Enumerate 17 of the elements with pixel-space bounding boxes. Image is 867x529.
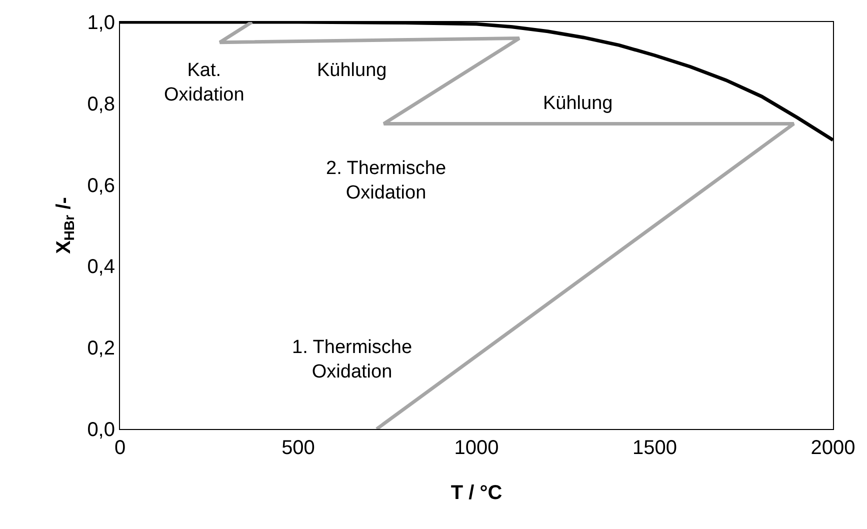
annotation: Kühlung bbox=[543, 93, 613, 114]
x-tick-label: 1000 bbox=[454, 437, 499, 459]
y-tick-label: 0,4 bbox=[87, 256, 115, 278]
x-tick-label: 500 bbox=[282, 437, 315, 459]
y-tick-label: 1,0 bbox=[87, 12, 115, 34]
x-tick-label: 1500 bbox=[632, 437, 677, 459]
x-tick-label: 0 bbox=[114, 437, 126, 459]
y-tick-label: 0,2 bbox=[87, 338, 115, 360]
annotation: 1. Thermische Oxidation bbox=[292, 337, 412, 383]
annotation: Kühlung bbox=[317, 60, 387, 81]
x-axis-title: T / °C bbox=[450, 482, 502, 504]
annotation: 2. Thermische Oxidation bbox=[326, 158, 446, 204]
y-tick-label: 0,8 bbox=[87, 93, 115, 116]
x-tick-label: 2000 bbox=[810, 437, 856, 459]
y-tick-label: 0,6 bbox=[87, 174, 115, 197]
y-tick-label: 0,0 bbox=[87, 419, 115, 441]
annotation: Kat. Oxidation bbox=[164, 60, 244, 106]
